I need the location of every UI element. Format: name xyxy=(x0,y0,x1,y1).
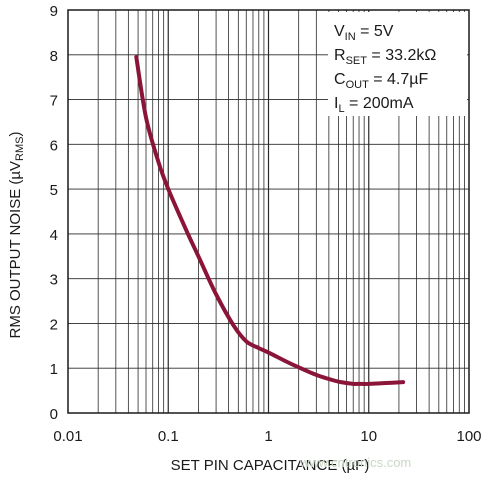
grid xyxy=(68,10,469,413)
tick-labels: 0 1 2 3 4 5 6 7 8 9 0.01 0.1 1 10 100 xyxy=(50,3,482,445)
y-tick-label: 4 xyxy=(50,227,58,244)
y-axis-label: RMS OUTPUT NOISE (µVRMS) xyxy=(7,132,26,339)
y-tick-label: 8 xyxy=(50,48,58,65)
x-tick-label: 0.01 xyxy=(53,428,82,445)
y-tick-label: 2 xyxy=(50,316,58,333)
y-tick-label: 5 xyxy=(50,182,58,199)
x-tick-label: 1 xyxy=(264,428,272,445)
annotation-line: COUT = 4.7µF xyxy=(334,71,428,91)
watermark: www.cntronics.com xyxy=(299,455,411,470)
annotation-text: VIN = 5V RSET = 33.2kΩ COUT = 4.7µF IL = 20… xyxy=(334,23,436,115)
x-tick-label: 10 xyxy=(360,428,377,445)
annotation-line: RSET = 33.2kΩ xyxy=(334,47,436,67)
y-tick-label: 3 xyxy=(50,272,58,289)
y-tick-label: 1 xyxy=(50,361,58,378)
annotation-line: IL = 200mA xyxy=(334,95,414,115)
x-tick-label: 100 xyxy=(456,428,481,445)
noise-curve xyxy=(134,55,406,386)
y-tick-label: 6 xyxy=(50,137,58,154)
y-tick-label: 0 xyxy=(50,406,58,423)
x-tick-label: 0.1 xyxy=(158,428,179,445)
annotation-line: VIN = 5V xyxy=(334,23,394,43)
x-axis-label: SET PIN CAPACITANCE (µF) xyxy=(171,457,370,474)
y-tick-label: 9 xyxy=(50,3,58,20)
y-tick-label: 7 xyxy=(50,93,58,110)
annotation-box xyxy=(328,12,467,116)
plot-frame xyxy=(67,9,470,414)
